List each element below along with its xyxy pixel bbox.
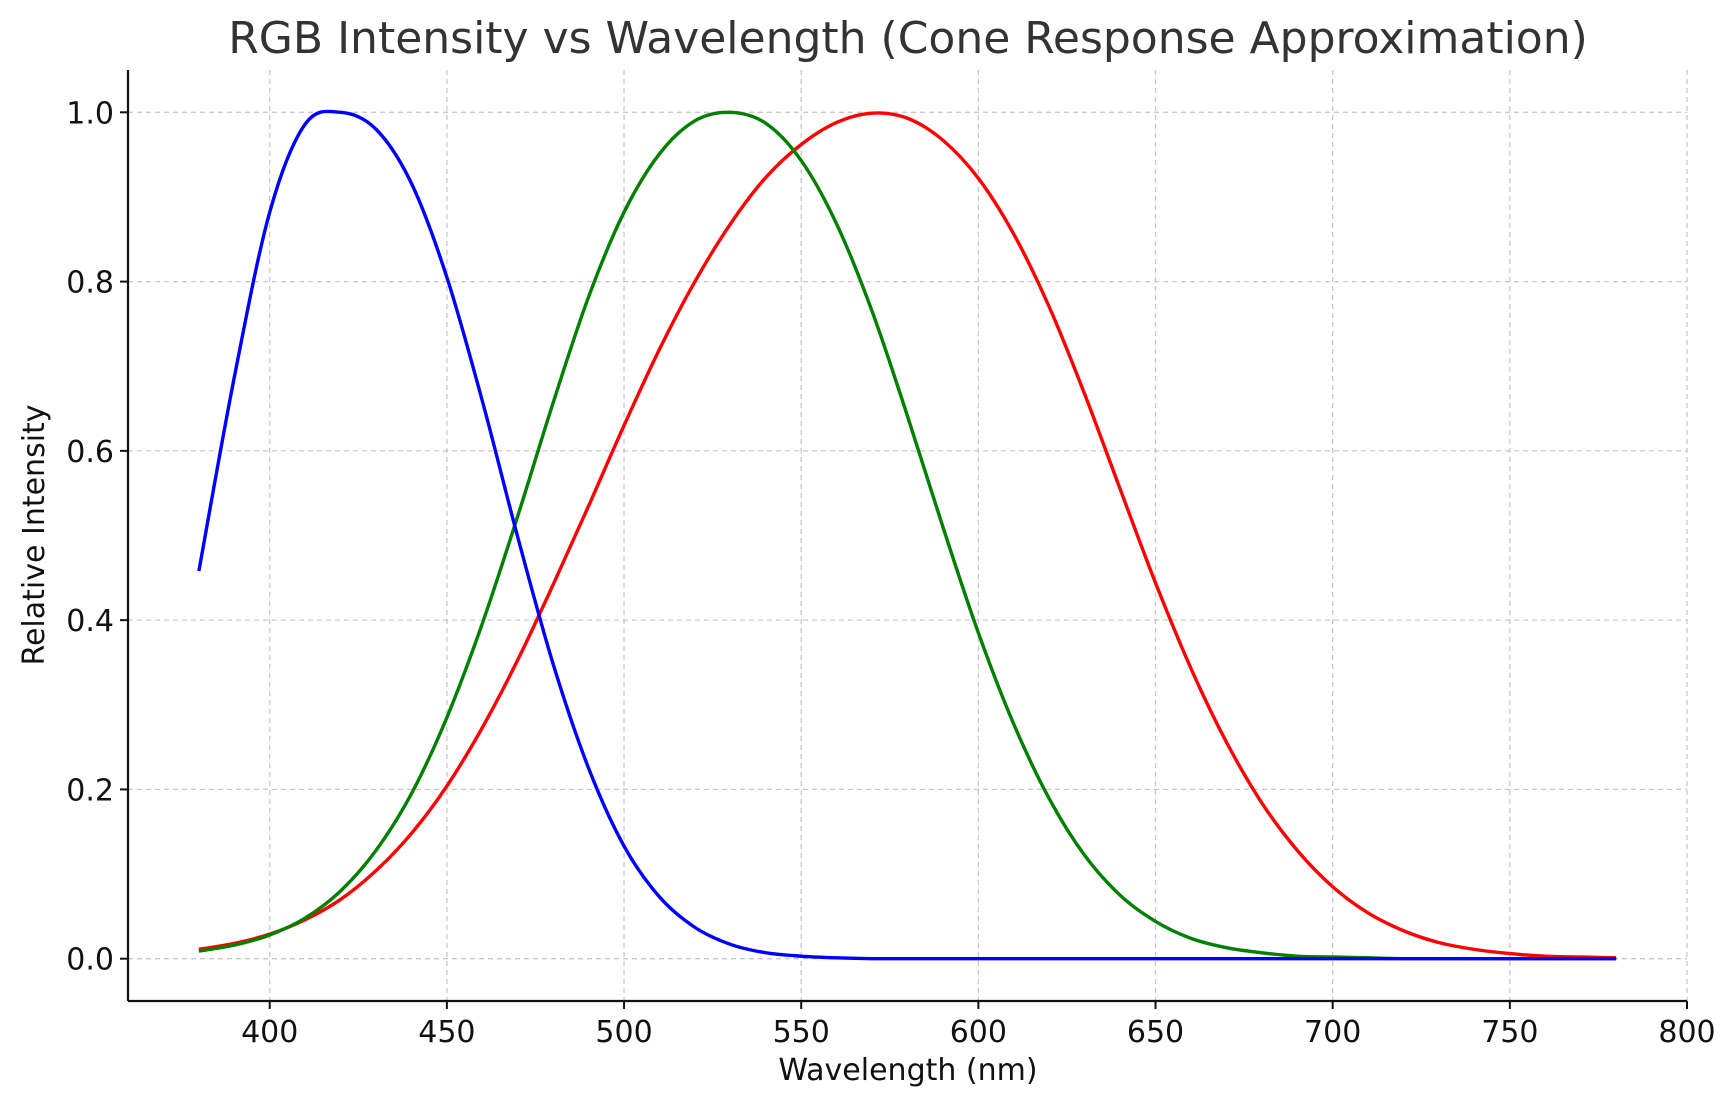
y-axis-ticks: 0.0 0.2 0.4 0.6 0.8 1.0: [66, 96, 128, 978]
series-line-1: [198, 111, 1617, 960]
x-tick-label: 450: [418, 1015, 475, 1050]
x-tick-label: 700: [1304, 1015, 1361, 1050]
x-tick-label: 600: [950, 1015, 1007, 1050]
axes: [126, 70, 1687, 1003]
y-axis-title: Relative Intensity: [17, 404, 52, 665]
x-tick-label: 500: [595, 1015, 652, 1050]
x-axis-ticks: 400 450 500 550 600 650 700 750 800: [241, 1001, 1716, 1050]
plot-area: [197, 109, 1617, 961]
y-tick-label: 0.4: [66, 604, 114, 639]
x-tick-label: 650: [1127, 1015, 1184, 1050]
y-tick-label: 1.0: [66, 96, 114, 131]
grid: [128, 70, 1688, 1001]
chart-title: RGB Intensity vs Wavelength (Cone Respon…: [228, 13, 1588, 64]
x-axis-title: Wavelength (nm): [778, 1053, 1037, 1088]
x-tick-label: 750: [1481, 1015, 1538, 1050]
x-tick-label: 800: [1658, 1015, 1715, 1050]
series-line-3: [197, 109, 1617, 961]
x-tick-label: 550: [773, 1015, 830, 1050]
y-tick-label: 0.2: [66, 773, 114, 808]
x-tick-label: 400: [241, 1015, 298, 1050]
y-tick-label: 0.0: [66, 943, 114, 978]
y-tick-label: 0.6: [66, 435, 114, 470]
y-tick-label: 0.8: [66, 266, 114, 301]
